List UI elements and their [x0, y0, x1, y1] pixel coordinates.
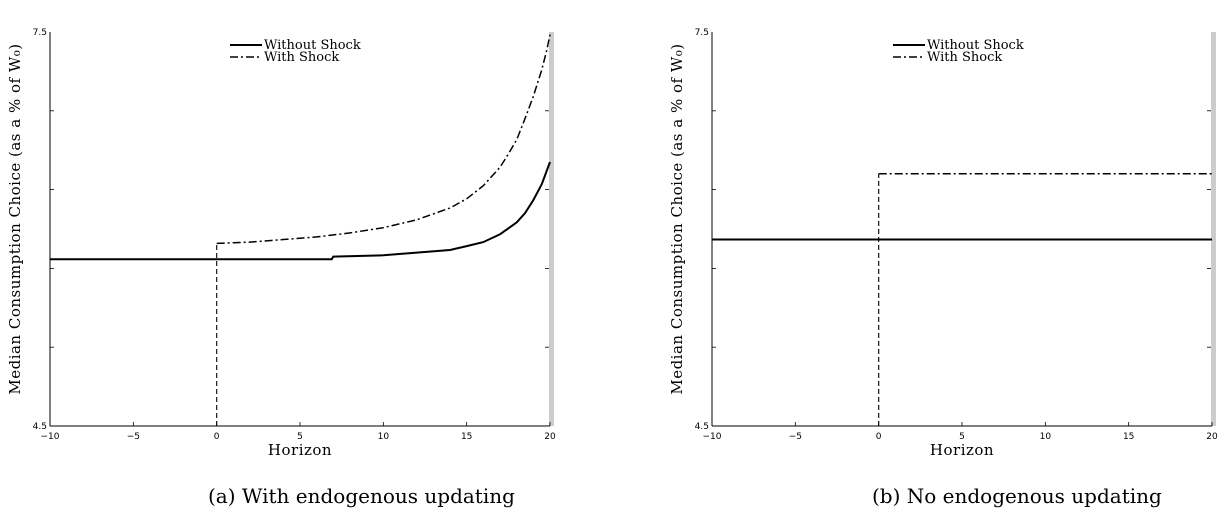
legend-label: Without Shock [927, 38, 1024, 53]
x-tick-label: 10 [1040, 432, 1052, 442]
series-line-with-shock [216, 34, 551, 245]
x-tick-label: 15 [1123, 432, 1134, 442]
legend-label: Without Shock [264, 38, 361, 53]
x-tick-label: −5 [127, 432, 140, 442]
x-axis-title: Horizon [930, 441, 994, 459]
x-tick-label: 5 [297, 432, 303, 442]
y-axis-title: Median Consumption Choice (as a % of W₀) [6, 43, 24, 394]
panel-caption: (a) With endogenous updating [208, 484, 515, 508]
legend-label: With Shock [927, 50, 1002, 65]
x-tick-label: −10 [41, 432, 60, 442]
chart-panel-b: −10 −5 0 5 10 15 20 4.5 7.5 Horizon Median Consump… [668, 28, 1218, 508]
x-tick-label: −10 [703, 432, 722, 442]
right-edge-shade [549, 32, 554, 426]
x-tick-label: 0 [214, 432, 220, 442]
panel-caption: (b) No endogenous updating [872, 484, 1162, 508]
x-tick-label: 10 [378, 432, 390, 442]
y-axis-title: Median Consumption Choice (as a % of W₀) [668, 43, 686, 394]
x-tick-label: 0 [876, 432, 882, 442]
y-tick-label: 7.5 [33, 28, 47, 38]
right-edge-shade [1211, 32, 1216, 426]
x-tick-label: 20 [1206, 432, 1218, 442]
x-axis-title: Horizon [268, 441, 332, 459]
x-tick-label: 5 [959, 432, 965, 442]
chart-panel-a: −10 −5 0 5 10 15 20 4.5 7.5 Horizon Median Consump… [6, 28, 556, 508]
y-tick-label: 4.5 [695, 422, 709, 432]
y-tick-label: 7.5 [695, 28, 709, 38]
y-tick-label: 4.5 [33, 422, 47, 432]
legend-label: With Shock [264, 50, 339, 65]
x-tick-label: 15 [461, 432, 472, 442]
series-line-without-shock [50, 161, 551, 261]
x-tick-label: 20 [544, 432, 556, 442]
x-tick-label: −5 [789, 432, 802, 442]
